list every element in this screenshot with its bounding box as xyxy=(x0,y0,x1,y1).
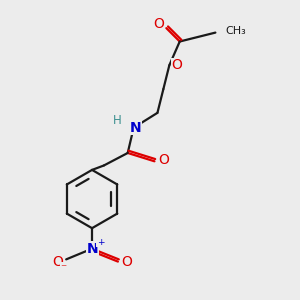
Text: O: O xyxy=(171,58,182,72)
Text: O: O xyxy=(122,255,133,269)
Text: +: + xyxy=(97,238,104,247)
Text: O: O xyxy=(154,17,164,31)
Text: ⁻: ⁻ xyxy=(61,262,67,275)
Text: CH₃: CH₃ xyxy=(226,26,247,36)
Text: O: O xyxy=(52,255,63,269)
Text: N: N xyxy=(87,242,98,256)
Text: O: O xyxy=(158,153,169,167)
Text: N: N xyxy=(129,121,141,135)
Text: H: H xyxy=(113,114,122,127)
